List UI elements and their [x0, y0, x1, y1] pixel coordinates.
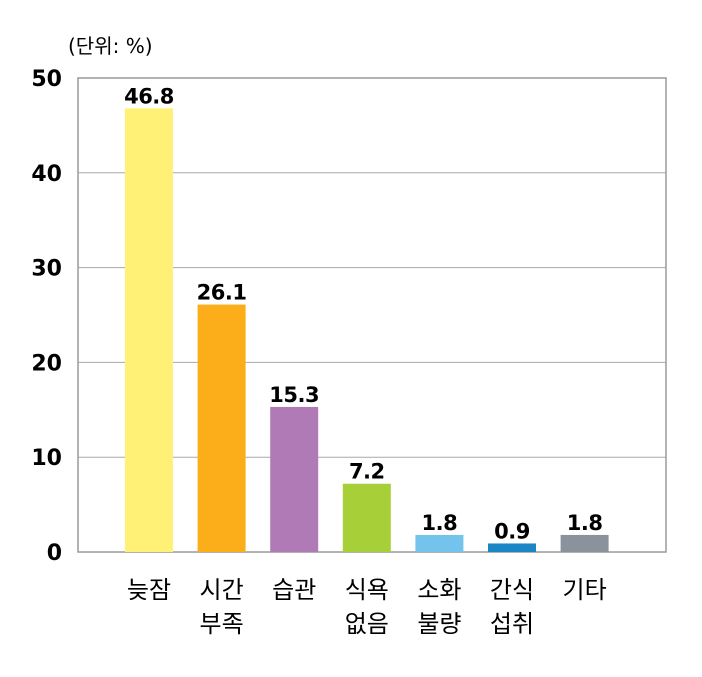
y-tick-label: 40: [31, 162, 62, 187]
data-label: 1.8: [422, 511, 458, 535]
y-tick-label: 20: [31, 351, 62, 376]
bar: [415, 534, 464, 552]
data-label: 1.8: [567, 511, 603, 535]
x-tick-label: 없음: [345, 610, 389, 638]
x-tick-label: 부족: [200, 610, 244, 638]
data-label: 7.2: [349, 460, 385, 484]
gridlines: [78, 172, 666, 458]
x-tick-label: 식욕: [345, 576, 389, 604]
x-tick-label: 섭취: [490, 610, 534, 638]
y-tick-label: 10: [31, 446, 62, 471]
data-label: 0.9: [494, 519, 530, 543]
data-labels: 46.8 26.1 15.3 7.2 1.8 0.9 1.8: [124, 84, 603, 543]
bar: [197, 304, 246, 552]
x-tick-label: 소화: [417, 576, 461, 604]
bar: [125, 108, 173, 552]
bar: [488, 543, 536, 552]
bar: [560, 534, 609, 552]
data-label: 46.8: [124, 84, 174, 108]
bar: [342, 483, 391, 552]
x-tick-label: 불량: [417, 610, 461, 638]
y-tick-label: 50: [31, 67, 62, 92]
x-tick-label: 습관: [272, 576, 316, 604]
bar: [270, 406, 319, 552]
data-label: 26.1: [197, 281, 247, 305]
unit-label: (단위: %): [68, 34, 153, 58]
x-tick-label: 간식: [490, 576, 534, 604]
x-tick-label: 늦잠: [127, 576, 171, 604]
bars: [125, 108, 609, 552]
y-axis: 0 10 20 30 40 50: [31, 67, 62, 566]
y-tick-label: 30: [31, 257, 62, 282]
data-label: 15.3: [269, 383, 319, 407]
x-tick-label: 기타: [563, 576, 607, 604]
y-tick-label: 0: [47, 541, 62, 566]
x-tick-label: 시간: [200, 576, 244, 604]
